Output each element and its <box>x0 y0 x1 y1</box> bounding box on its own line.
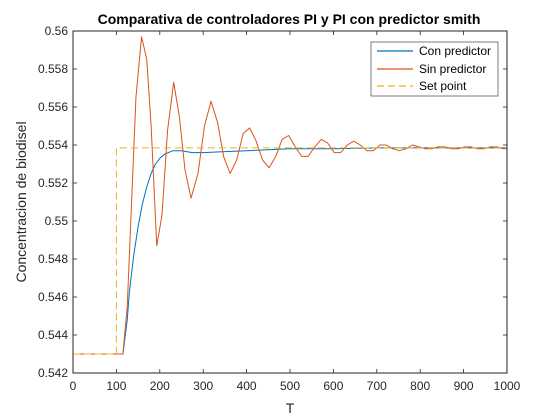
series-line-sin-predictor <box>73 36 507 355</box>
y-tick-label: 0.552 <box>38 176 68 190</box>
legend-entry-sin-predictor: Sin predictor <box>377 62 486 76</box>
legend-label-set-point: Set point <box>419 79 467 93</box>
x-tick-label: 400 <box>237 379 257 393</box>
y-tick-label: 0.554 <box>38 138 68 152</box>
series-layer <box>73 36 507 355</box>
legend: Con predictor Sin predictor Set point <box>370 41 499 97</box>
x-tick-label: 500 <box>280 379 300 393</box>
y-tick-label: 0.558 <box>38 62 68 76</box>
y-axis: 0.542 0.544 0.546 0.548 0.55 0.552 0.554 0.556 0… <box>38 24 507 380</box>
x-axis: 0 100 200 300 400 500 600 700 800 900 1000 <box>70 31 521 393</box>
x-tick-label: 200 <box>150 379 170 393</box>
x-tick-label: 0 <box>70 379 77 393</box>
x-tick-label: 1000 <box>494 379 521 393</box>
y-tick-label: 0.548 <box>38 252 68 266</box>
x-tick-label: 100 <box>106 379 126 393</box>
x-tick-label: 600 <box>323 379 343 393</box>
chart-title: Comparativa de controladores PI y PI con… <box>98 11 481 27</box>
x-tick-label: 300 <box>193 379 213 393</box>
x-tick-label: 800 <box>410 379 430 393</box>
y-tick-label: 0.542 <box>38 366 68 380</box>
legend-entry-set-point: Set point <box>377 79 467 93</box>
y-axis-label: Concentracion de biodisel <box>13 121 29 282</box>
y-tick-label: 0.544 <box>38 328 68 342</box>
legend-label-sin-predictor: Sin predictor <box>419 62 486 76</box>
x-tick-label: 700 <box>367 379 387 393</box>
y-tick-label: 0.55 <box>45 214 69 228</box>
legend-label-con-predictor: Con predictor <box>419 44 491 58</box>
y-tick-label: 0.56 <box>45 24 69 38</box>
x-tick-label: 900 <box>454 379 474 393</box>
x-axis-label: T <box>286 400 295 416</box>
legend-entry-con-predictor: Con predictor <box>377 44 491 58</box>
y-tick-label: 0.556 <box>38 100 68 114</box>
series-line-set-point <box>73 147 507 355</box>
y-tick-label: 0.546 <box>38 290 68 304</box>
